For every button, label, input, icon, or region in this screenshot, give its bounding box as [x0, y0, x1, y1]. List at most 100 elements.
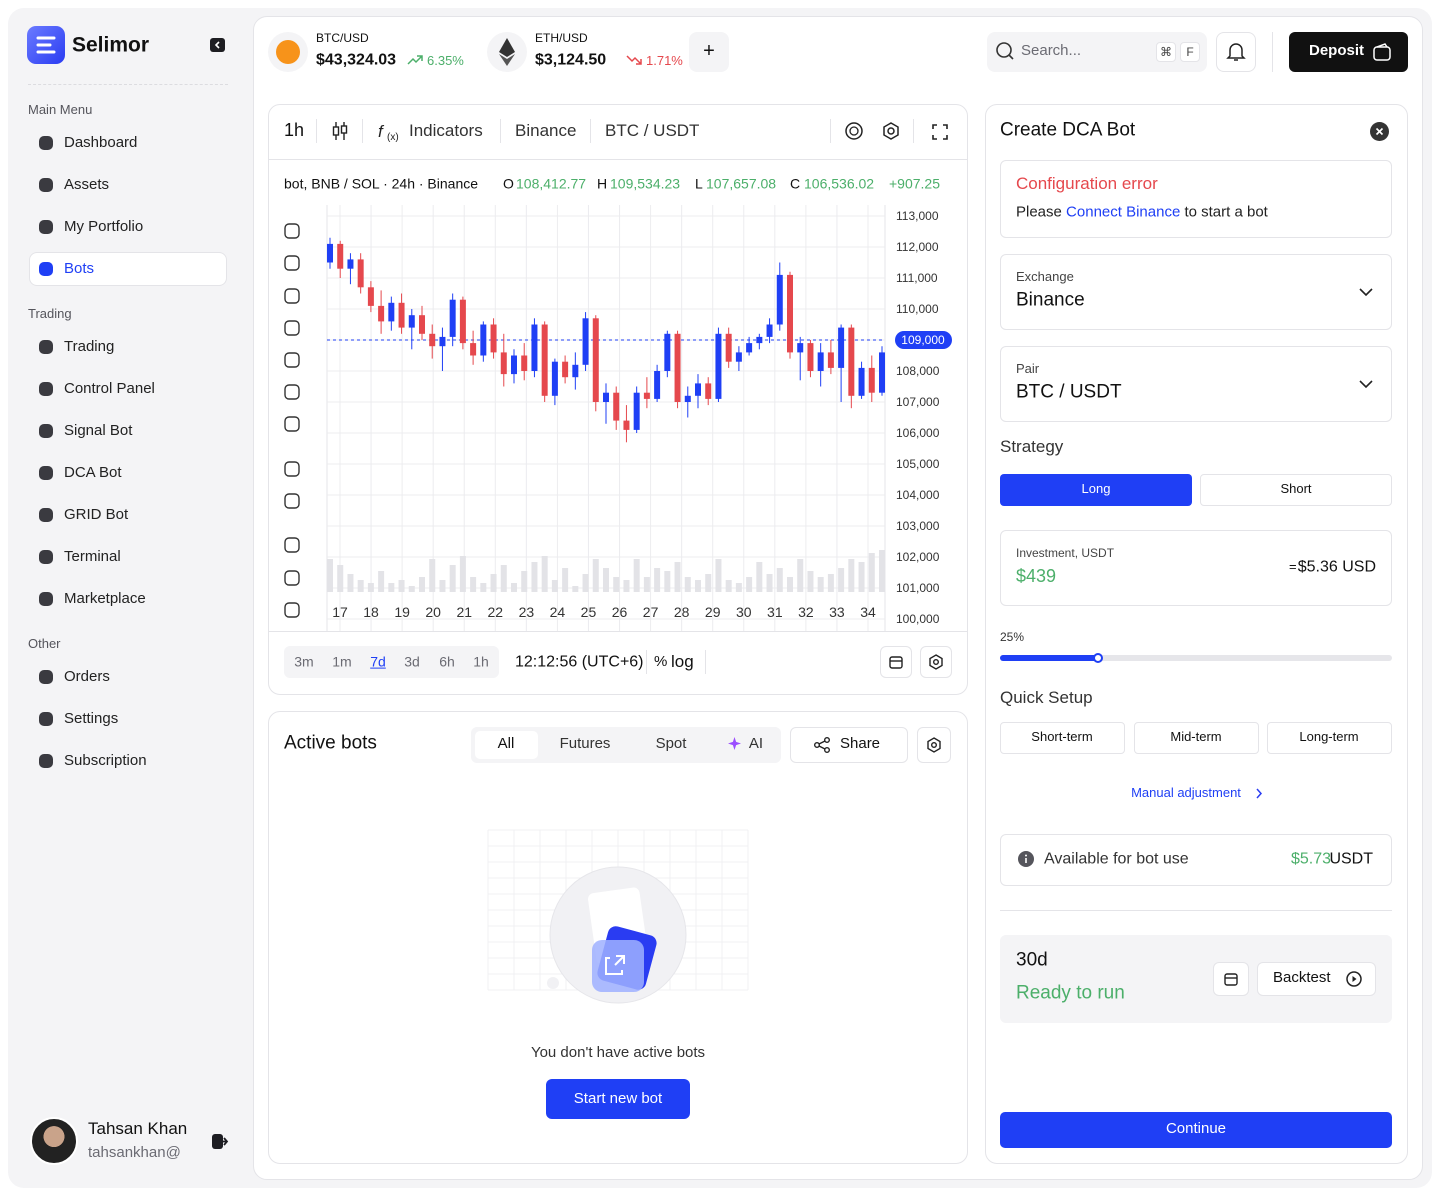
slider-track[interactable]: [1000, 655, 1392, 661]
select-label: Exchange: [1016, 269, 1074, 285]
menu-item[interactable]: Signal Bot: [64, 422, 133, 439]
pair[interactable]: BTC / USDT: [605, 120, 700, 140]
bots-tab[interactable]: Futures: [559, 735, 611, 752]
bell-button[interactable]: [1216, 32, 1256, 72]
range-option[interactable]: 7d: [370, 653, 386, 670]
menu-item[interactable]: Bots: [64, 260, 95, 277]
sidebar-divider: [28, 84, 228, 85]
range-option[interactable]: 1m: [332, 653, 352, 670]
volume-bar: [388, 583, 395, 592]
candle-body: [623, 420, 630, 430]
volume-bar: [367, 583, 374, 592]
continue-button[interactable]: [1000, 1112, 1392, 1148]
preset-button[interactable]: [1134, 722, 1259, 754]
select-box[interactable]: [1000, 254, 1392, 330]
bots-tab[interactable]: AI: [748, 735, 764, 752]
ticker-price: $43,324.03: [316, 51, 397, 69]
strategy-button[interactable]: [1200, 474, 1392, 506]
menu-item[interactable]: Orders: [64, 668, 110, 685]
connect-link[interactable]: Connect Binance: [1066, 203, 1181, 221]
empty-message: You don't have active bots: [530, 1044, 706, 1061]
dca-title: Create DCA Bot: [1000, 119, 1136, 141]
range-option[interactable]: 3m: [294, 653, 314, 670]
fx-icon-part: f: [378, 122, 385, 141]
add-button-label: +: [703, 40, 715, 62]
menu-item[interactable]: Settings: [64, 710, 119, 727]
menu-item[interactable]: My Portfolio: [64, 218, 144, 235]
percent-toggle[interactable]: %: [654, 653, 668, 670]
investment-amount: $439: [1016, 566, 1057, 587]
share-button[interactable]: [790, 727, 908, 763]
bots-tab[interactable]: Spot: [655, 735, 687, 752]
volume-bar: [858, 562, 865, 592]
strategy-button[interactable]: [1000, 474, 1192, 506]
menu-item[interactable]: Subscription: [64, 752, 147, 769]
candle-body: [776, 274, 783, 325]
backtest-calendar-button[interactable]: [1213, 962, 1249, 996]
start-bot-button[interactable]: [546, 1079, 690, 1119]
range-option[interactable]: 1h: [473, 653, 489, 670]
menu-icon-part: [39, 592, 53, 606]
menu-item[interactable]: Terminal: [64, 548, 121, 565]
volume-bar: [603, 568, 609, 592]
slider-knob[interactable]: [1093, 653, 1103, 663]
info-icon-part: [1025, 854, 1027, 857]
deposit-button[interactable]: [1289, 32, 1408, 72]
candle-type-icon-part: [332, 126, 340, 136]
bots-tab[interactable]: All: [497, 735, 515, 752]
menu-active-bg: [29, 252, 227, 286]
ohlc-label: L: [695, 175, 703, 192]
y-tick-label: 110,000: [896, 302, 939, 316]
menu-item[interactable]: DCA Bot: [64, 464, 122, 481]
menu-item[interactable]: Assets: [64, 176, 110, 193]
manual-link[interactable]: Manual adjustment: [1131, 785, 1241, 801]
toolbar-divider: [830, 119, 831, 143]
menu-item[interactable]: Dashboard: [64, 134, 138, 151]
volume-bar: [500, 565, 507, 592]
candle-body: [695, 383, 701, 396]
bell-icon: [1226, 43, 1246, 61]
gear-icon-part: [927, 737, 941, 753]
backtest-label: Backtest: [1273, 969, 1331, 986]
key-label: ⌘: [1160, 44, 1172, 59]
slider-fill: [1000, 655, 1098, 661]
volume-bar: [756, 562, 763, 592]
indicators[interactable]: Indicators: [409, 120, 483, 140]
x-tick-label: 17: [332, 604, 348, 620]
candle-body: [848, 327, 855, 396]
log-toggle[interactable]: log: [671, 651, 694, 671]
volume-bar: [807, 571, 814, 592]
trend-arrow-part: [407, 55, 423, 65]
calendar-button[interactable]: [880, 646, 912, 678]
range-option[interactable]: 3d: [404, 653, 420, 670]
menu-item[interactable]: GRID Bot: [64, 506, 129, 523]
exchange[interactable]: Binance: [515, 120, 577, 140]
preset-button[interactable]: [1267, 722, 1392, 754]
settings-button-part: [883, 122, 899, 140]
bots-settings-button[interactable]: [917, 727, 951, 763]
menu-icon: [39, 508, 53, 522]
candle-body: [551, 361, 558, 396]
close-button: [1370, 122, 1389, 141]
logout-icon-part: [220, 1137, 229, 1146]
backtest-button[interactable]: [1257, 962, 1376, 996]
preset-button[interactable]: [1000, 722, 1125, 754]
chart-settings-button[interactable]: [920, 646, 952, 678]
add-button[interactable]: [689, 32, 729, 72]
menu-item[interactable]: Control Panel: [64, 380, 155, 397]
drawing-tool: [284, 602, 300, 618]
interval[interactable]: 1h: [284, 120, 305, 141]
volume-bar: [787, 577, 793, 592]
menu-item[interactable]: Trading: [64, 338, 115, 355]
select-box[interactable]: [1000, 346, 1392, 422]
candle-body: [715, 333, 722, 399]
menu-icon-part: [39, 220, 53, 234]
candle-body: [572, 364, 579, 378]
range-option[interactable]: 6h: [439, 653, 455, 670]
drawing-tool: [284, 255, 300, 271]
menu-item[interactable]: Marketplace: [64, 590, 146, 607]
drawing-tool: [284, 384, 300, 400]
y-tick-label: 112,000: [896, 240, 939, 254]
x-tick-label: 31: [767, 604, 783, 620]
menu-icon: [39, 262, 53, 276]
